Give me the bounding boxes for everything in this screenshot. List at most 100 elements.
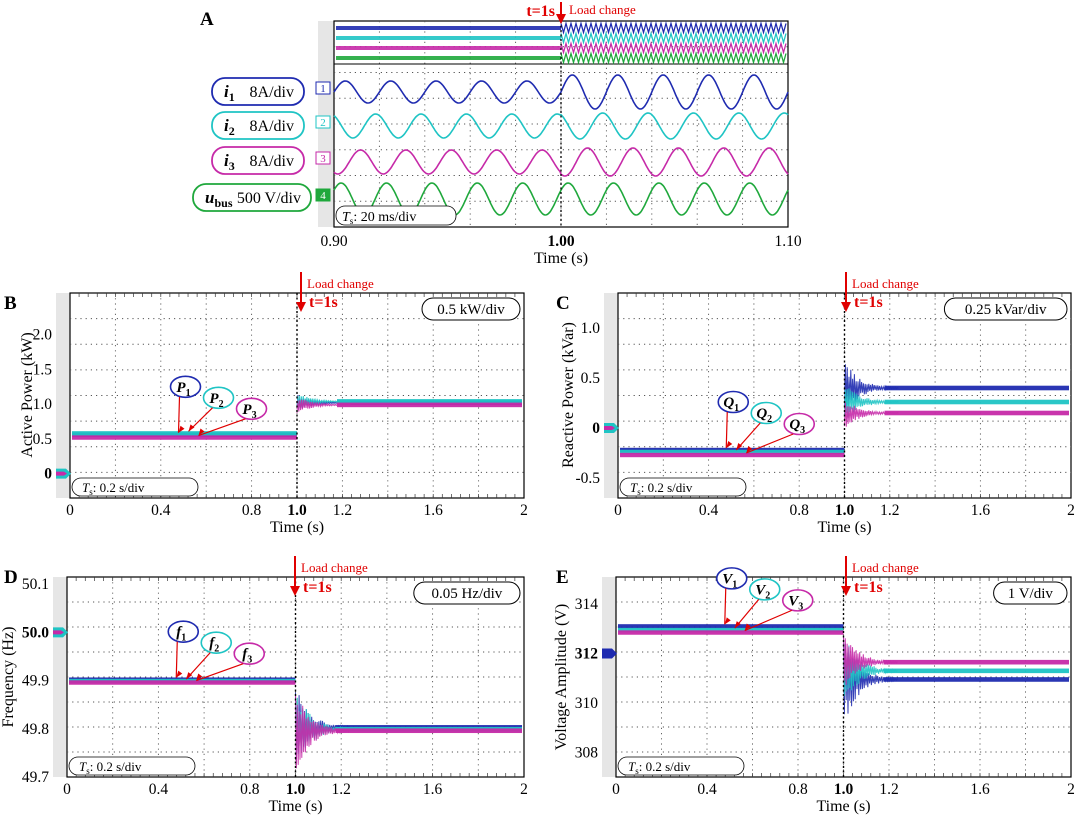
series-before-q2: [620, 449, 845, 455]
legend-pointer-head: [724, 617, 731, 625]
y-tick-label: 50.0: [22, 624, 49, 641]
y-tick-label: 310: [575, 695, 599, 712]
zoom-band-after: [560, 31, 787, 45]
x-tick-label: 0.8: [788, 781, 808, 798]
event-arrow-head: [296, 302, 306, 312]
legend-bubble-v1: [715, 567, 748, 590]
event-arrow-head: [841, 302, 851, 312]
series-after-v3: [883, 659, 1069, 665]
channel-marker-2: [315, 115, 331, 129]
time-scale-box: [68, 756, 196, 776]
load-change-label: Load change: [569, 2, 636, 17]
legend-label-p1: P1: [176, 380, 190, 399]
legend-pointer-head: [178, 425, 185, 433]
series-after-p2: [337, 399, 522, 404]
x-tick-label: 0.90: [320, 233, 347, 250]
scale-box-label: 0.05 Hz/div: [431, 586, 502, 602]
event-arrow-head: [841, 586, 851, 596]
legend-label-v2: V2: [755, 582, 770, 601]
scale-legend-value-i2: 8A/div: [250, 118, 294, 135]
series-before-p3: [72, 435, 297, 440]
legend-label-q1: Q1: [723, 395, 739, 414]
waveform-i2: [333, 112, 789, 140]
load-change-label: Load change: [852, 560, 919, 575]
x-tick-label: 1.0: [835, 502, 855, 519]
series-after-q3: [884, 410, 1069, 416]
x-tick-label: 1.6: [971, 502, 991, 519]
y-tick-label: 49.9: [22, 673, 49, 690]
x-tick-label: 2: [520, 502, 528, 519]
time-scale-label: Ts: 0.2 s/div: [79, 759, 142, 776]
legend-pointer: [746, 433, 794, 454]
x-tick-label: 0.4: [697, 781, 717, 798]
series-after-q1: [884, 385, 1069, 391]
x-tick-label: 0: [63, 781, 71, 798]
zoom-band-after: [560, 21, 787, 35]
channel-marker-4: [315, 188, 331, 202]
x-axis-label: Time (s): [816, 798, 870, 815]
y-axis-label: Reactive Power (kVar): [560, 322, 577, 468]
zoom-band-before: [336, 56, 561, 60]
x-tick-label: 1.2: [880, 502, 899, 519]
legend-label-q3: Q3: [789, 417, 805, 436]
x-tick-label: 1.00: [547, 233, 574, 250]
scale-box: [421, 297, 521, 321]
channel-marker-label: 3: [320, 153, 326, 165]
y-tick-label: 49.7: [22, 769, 49, 786]
x-tick-label: 0: [66, 502, 74, 519]
event-arrow-head: [556, 14, 566, 24]
x-tick-label: 2: [1067, 781, 1075, 798]
load-change-label: Load change: [852, 276, 919, 291]
scale-box-label: 0.25 kVar/div: [965, 302, 1047, 318]
series-after-v2: [883, 668, 1069, 674]
x-tick-label: 0.8: [242, 502, 262, 519]
panel-label-d: D: [4, 567, 18, 588]
scale-legend-symbol-i1: i1: [224, 82, 235, 104]
x-tick-label: 1.6: [970, 781, 990, 798]
ref-marker-inner: [602, 651, 613, 656]
time-scale-box: [335, 205, 457, 226]
legend-bubble-q3: [783, 412, 816, 436]
time-scale-label: Ts: 0.2 s/div: [630, 480, 693, 497]
plot-area: [69, 292, 525, 499]
series-after-p3: [337, 402, 522, 408]
series-before-f3: [69, 680, 296, 685]
legend-pointer: [198, 418, 246, 437]
y-tick-label: 0.5: [581, 370, 601, 387]
scale-legend-symbol-i2: i2: [224, 116, 235, 138]
x-axis-label: Time (s): [270, 519, 324, 536]
load-change-label: Load change: [307, 276, 374, 291]
x-axis-label: Time (s): [534, 250, 588, 267]
x-tick-label: 1.2: [332, 781, 351, 798]
legend-label-v3: V3: [788, 593, 803, 612]
scale-legend-i2: [211, 111, 305, 140]
y-tick-label: 0: [592, 420, 600, 437]
scale-legend-ubus: [192, 183, 312, 212]
x-tick-label: 1.0: [287, 502, 307, 519]
legend-pointer-head: [198, 428, 205, 436]
x-tick-label: 1.6: [424, 502, 444, 519]
scale-box: [943, 297, 1068, 321]
y-tick-label: 0.5: [33, 431, 53, 448]
legend-bubble-p3: [235, 397, 268, 421]
channel-marker-label: 4: [320, 190, 326, 202]
legend-label-p2: P2: [209, 391, 223, 410]
legend-pointer-head: [176, 670, 183, 678]
legend-bubble-f3: [233, 642, 266, 665]
x-tick-label: 2: [520, 781, 528, 798]
legend-pointer: [724, 588, 727, 625]
y-axis-label: Active Power (kW): [19, 332, 36, 457]
legend-label-p3: P3: [242, 402, 256, 421]
x-tick-label: 1.2: [333, 502, 352, 519]
ref-marker-inner: [56, 471, 67, 476]
y-tick-label: -0.5: [575, 470, 600, 487]
y-tick-label: 314: [575, 596, 599, 613]
legend-bubble-p2: [202, 386, 235, 410]
y-tick-label: 49.8: [22, 721, 49, 738]
scale-legend-value-ubus: 500 V/div: [237, 190, 301, 207]
y-tick-label: 1.0: [581, 320, 601, 337]
y-axis-label: Frequency (Hz): [0, 627, 17, 728]
channel-marker-1: [315, 81, 331, 95]
zoom-band-after: [560, 41, 787, 55]
